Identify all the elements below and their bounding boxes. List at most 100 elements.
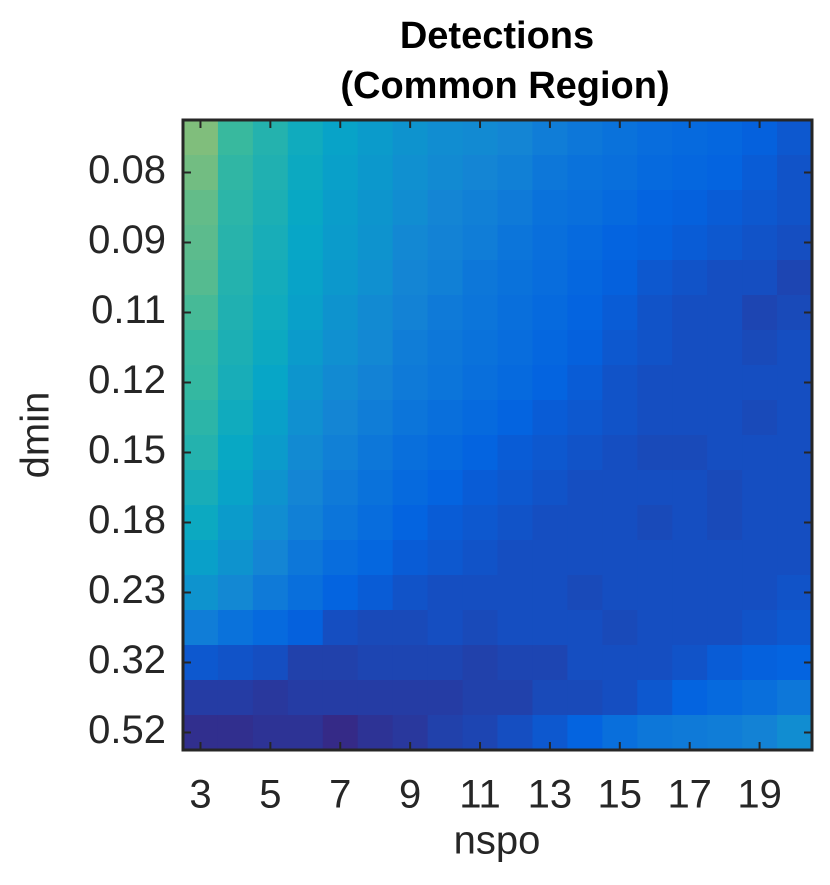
heatmap-cell — [742, 610, 778, 646]
heatmap-cell — [183, 190, 219, 226]
heatmap-cell — [217, 225, 254, 261]
heatmap-cell — [287, 610, 324, 646]
chart-title: Detections — [400, 15, 594, 57]
heatmap-cell — [357, 155, 394, 191]
heatmap-cell — [707, 120, 743, 156]
heatmap-cell — [462, 260, 498, 296]
heatmap-cell — [602, 225, 638, 261]
heatmap-cell — [217, 120, 254, 156]
heatmap-cell — [392, 400, 429, 436]
heatmap-cell — [742, 575, 778, 611]
heatmap-cell — [427, 610, 464, 646]
heatmap-cell — [392, 610, 429, 646]
heatmap-cell — [602, 295, 638, 331]
heatmap-cell — [602, 400, 638, 436]
heatmap-cell — [287, 190, 324, 226]
heatmap-cell — [462, 575, 498, 611]
heatmap-cell — [392, 330, 429, 366]
heatmap-cell — [322, 575, 359, 611]
heatmap-cell — [777, 540, 813, 576]
heatmap-cell — [217, 295, 254, 331]
chart-title: (Common Region) — [340, 65, 669, 107]
heatmap-cell — [287, 470, 324, 506]
heatmap-cell — [183, 260, 219, 296]
heatmap-cell — [707, 505, 743, 541]
heatmap-cell — [462, 155, 498, 191]
heatmap-cell — [217, 155, 254, 191]
x-tick-label: 15 — [598, 773, 643, 817]
heatmap-cell — [637, 120, 673, 156]
heatmap-cell — [637, 610, 673, 646]
heatmap-cell — [427, 365, 464, 401]
heatmap-cell — [357, 505, 394, 541]
heatmap-cell — [183, 540, 219, 576]
heatmap-cell — [777, 680, 813, 716]
heatmap-cell — [637, 540, 673, 576]
heatmap-cell — [427, 155, 464, 191]
heatmap-cell — [742, 540, 778, 576]
heatmap-cell — [672, 505, 708, 541]
heatmap-cell — [252, 505, 289, 541]
heatmap-cell — [322, 540, 359, 576]
heatmap-cell — [322, 190, 359, 226]
heatmap-cell — [462, 610, 498, 646]
heatmap-cell — [532, 260, 568, 296]
heatmap-cell — [217, 470, 254, 506]
heatmap-cell — [322, 645, 359, 681]
heatmap-cell — [427, 505, 464, 541]
heatmap-cell — [742, 680, 778, 716]
heatmap-cell — [322, 295, 359, 331]
heatmap-cell — [357, 575, 394, 611]
heatmap-cell — [567, 120, 603, 156]
heatmap-cell — [742, 295, 778, 331]
heatmap-cell — [322, 435, 359, 471]
heatmap-cell — [252, 435, 289, 471]
heatmap-cell — [707, 680, 743, 716]
heatmap-cell — [742, 260, 778, 296]
heatmap-cell — [322, 505, 359, 541]
heatmap-cell — [567, 190, 603, 226]
heatmap-cell — [427, 540, 464, 576]
heatmap-cell — [462, 505, 498, 541]
heatmap-cell — [707, 575, 743, 611]
heatmap-cell — [707, 330, 743, 366]
y-tick-label: 0.18 — [88, 498, 166, 542]
y-tick-label: 0.09 — [88, 218, 166, 262]
heatmap-cell — [462, 680, 498, 716]
heatmap-cell — [567, 575, 603, 611]
heatmap-cell — [532, 435, 568, 471]
x-tick-label: 13 — [528, 773, 573, 817]
heatmap-cell — [287, 540, 324, 576]
heatmap-cell — [602, 540, 638, 576]
heatmap-cell — [322, 470, 359, 506]
heatmap-cell — [287, 155, 324, 191]
x-tick-label: 17 — [667, 773, 712, 817]
heatmap-cell — [742, 435, 778, 471]
heatmap-cell — [567, 435, 603, 471]
heatmap-cell — [532, 295, 568, 331]
heatmap-cell — [392, 365, 429, 401]
heatmap-cell — [287, 575, 324, 611]
heatmap-cell — [427, 295, 464, 331]
heatmap-cell — [427, 715, 464, 751]
heatmap-cell — [497, 470, 533, 506]
heatmap-cell — [707, 365, 743, 401]
heatmap-cell — [357, 680, 394, 716]
heatmap-cell — [427, 330, 464, 366]
heatmap-cell — [497, 365, 533, 401]
heatmap-cell — [252, 190, 289, 226]
heatmap-cell — [252, 680, 289, 716]
heatmap-cell — [532, 680, 568, 716]
heatmap-cell — [742, 470, 778, 506]
heatmap-cell — [392, 575, 429, 611]
heatmap-cell — [217, 505, 254, 541]
heatmap-cell — [672, 610, 708, 646]
heatmap-cell — [497, 400, 533, 436]
heatmap-cell — [777, 610, 813, 646]
heatmap-cell — [637, 190, 673, 226]
heatmap-cell — [357, 470, 394, 506]
heatmap-cell — [602, 330, 638, 366]
heatmap-cell — [707, 435, 743, 471]
heatmap-cell — [532, 155, 568, 191]
heatmap-cell — [287, 225, 324, 261]
